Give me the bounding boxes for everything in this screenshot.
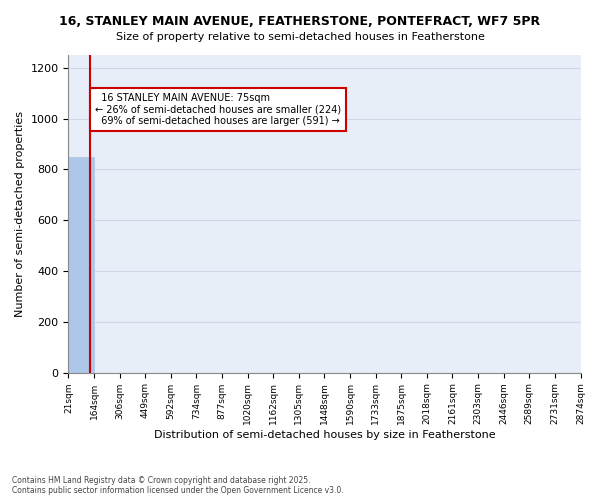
X-axis label: Distribution of semi-detached houses by size in Featherstone: Distribution of semi-detached houses by … bbox=[154, 430, 495, 440]
Y-axis label: Number of semi-detached properties: Number of semi-detached properties bbox=[15, 111, 25, 317]
Text: 16 STANLEY MAIN AVENUE: 75sqm
← 26% of semi-detached houses are smaller (224)
  : 16 STANLEY MAIN AVENUE: 75sqm ← 26% of s… bbox=[95, 93, 341, 126]
Text: Contains HM Land Registry data © Crown copyright and database right 2025.
Contai: Contains HM Land Registry data © Crown c… bbox=[12, 476, 344, 495]
Text: 16, STANLEY MAIN AVENUE, FEATHERSTONE, PONTEFRACT, WF7 5PR: 16, STANLEY MAIN AVENUE, FEATHERSTONE, P… bbox=[59, 15, 541, 28]
Text: Size of property relative to semi-detached houses in Featherstone: Size of property relative to semi-detach… bbox=[116, 32, 484, 42]
Bar bbox=[68, 156, 94, 372]
